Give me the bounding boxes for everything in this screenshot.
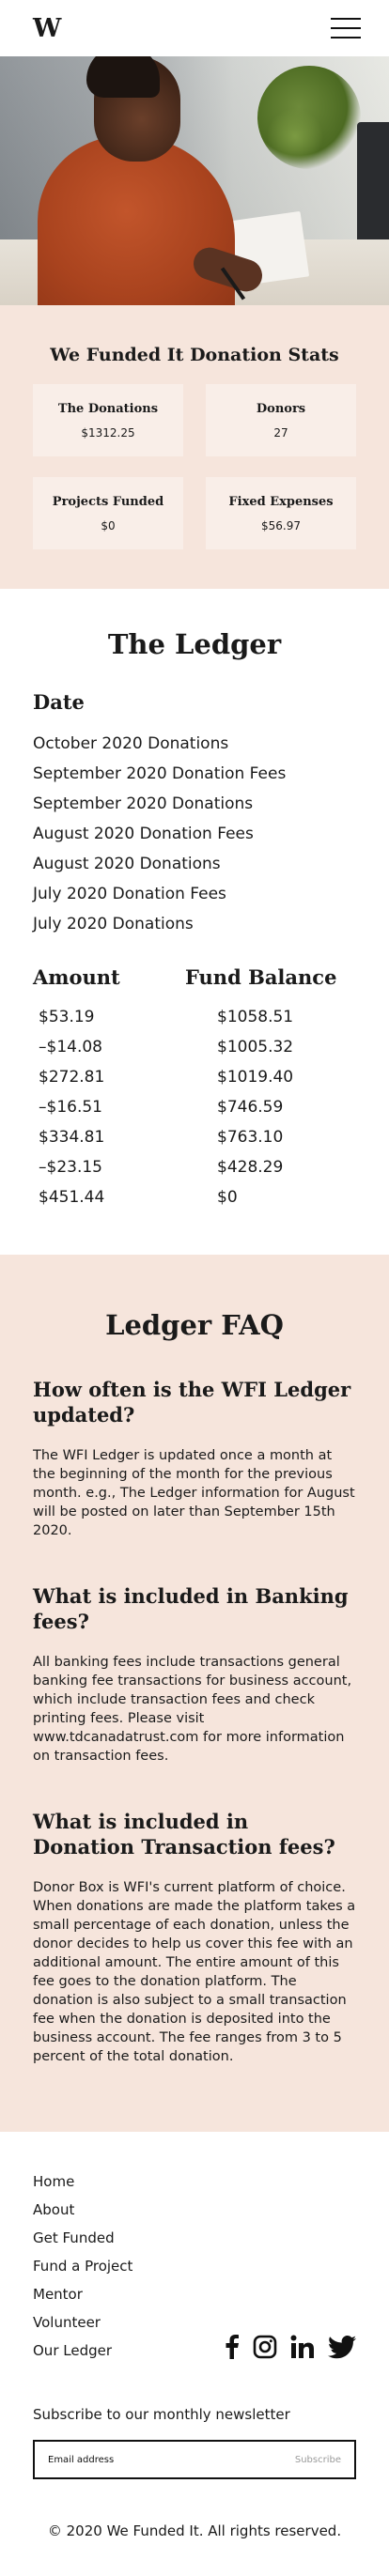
stat-label: The Donations (57, 401, 159, 416)
copyright-text: © 2020 We Funded It. All rights reserved… (47, 2522, 342, 2539)
balance-column: Fund Balance $1058.51 $1005.32 $1019.40 … (185, 965, 356, 1212)
ledger-faq-section: Ledger FAQ How often is the WFI Ledger u… (0, 1255, 389, 2132)
balance-item: $1058.51 (217, 1008, 294, 1026)
footer-link[interactable]: Volunteer (33, 2314, 101, 2331)
amount-item: $451.44 (39, 1188, 105, 1207)
facebook-icon[interactable] (223, 2335, 240, 2359)
email-input[interactable] (48, 2454, 255, 2465)
stat-value: $56.97 (261, 518, 301, 532)
balance-item: $1005.32 (217, 1038, 294, 1057)
menu-line (331, 18, 361, 20)
amount-list: $53.19 –$14.08 $272.81 –$16.51 $334.81 –… (33, 1002, 194, 1212)
amount-heading: Amount (33, 965, 120, 989)
footer-link-fund-a-project: Fund a Project (33, 2252, 132, 2280)
hero-monitor (357, 122, 389, 254)
instagram-icon[interactable] (253, 2335, 277, 2359)
faq-question: What is included in Donation Transaction… (33, 1810, 335, 1859)
site-logo[interactable]: W (33, 13, 61, 43)
faq-answer: The WFI Ledger is updated once a month a… (33, 1448, 355, 1538)
site-footer: Home About Get Funded Fund a Project Men… (0, 2132, 389, 2566)
balance-item: $763.10 (217, 1128, 284, 1147)
amount-item: $53.19 (39, 1008, 95, 1026)
footer-link[interactable]: About (33, 2201, 75, 2218)
date-item: August 2020 Donations (33, 855, 221, 873)
ledger-money-table: Amount $53.19 –$14.08 $272.81 –$16.51 $3… (33, 965, 356, 1212)
stat-card-projects-funded: Projects Funded $0 (33, 477, 183, 549)
stat-label: Fixed Expenses (228, 494, 334, 509)
footer-link[interactable]: Our Ledger (33, 2342, 113, 2359)
balance-heading: Fund Balance (185, 965, 337, 989)
stat-card-donations: The Donations $1312.25 (33, 384, 183, 456)
footer-link-our-ledger: Our Ledger (33, 2337, 132, 2365)
footer-link[interactable]: Mentor (33, 2286, 83, 2303)
faq-item: What is included in Banking fees? All ba… (33, 1583, 356, 1766)
faq-answer: Donor Box is WFI's current platform of c… (33, 1880, 356, 2064)
stat-value: $0 (101, 518, 116, 532)
linkedin-icon[interactable] (290, 2335, 315, 2359)
hamburger-menu-icon[interactable] (331, 18, 361, 39)
newsletter-form: Subscribe (33, 2440, 356, 2479)
ledger-section: The Ledger Date October 2020 Donations S… (0, 589, 389, 1255)
date-heading: Date (33, 690, 85, 714)
footer-top: Home About Get Funded Fund a Project Men… (33, 2167, 356, 2365)
footer-nav: Home About Get Funded Fund a Project Men… (33, 2167, 132, 2365)
date-item: July 2020 Donations (33, 915, 194, 933)
footer-link-about: About (33, 2196, 132, 2224)
faq-item: What is included in Donation Transaction… (33, 1809, 356, 2066)
amount-item: $334.81 (39, 1128, 105, 1147)
amount-item: –$23.15 (39, 1158, 102, 1177)
date-item: September 2020 Donations (33, 794, 254, 813)
faq-answer: All banking fees include transactions ge… (33, 1655, 352, 1764)
menu-line (331, 27, 361, 29)
amount-item: –$14.08 (39, 1038, 102, 1057)
footer-link[interactable]: Get Funded (33, 2229, 115, 2246)
stats-grid: The Donations $1312.25 Donors 27 Project… (33, 384, 356, 549)
amount-column: Amount $53.19 –$14.08 $272.81 –$16.51 $3… (33, 965, 194, 1212)
balance-item: $0 (217, 1188, 238, 1207)
stat-value: 27 (273, 425, 288, 440)
amount-item: $272.81 (39, 1068, 105, 1087)
subscribe-button[interactable]: Subscribe (294, 2454, 341, 2465)
faq-title: Ledger FAQ (105, 1309, 284, 1341)
date-item: July 2020 Donation Fees (33, 885, 226, 903)
footer-link[interactable]: Home (33, 2173, 75, 2190)
newsletter-label: Subscribe to our monthly newsletter (33, 2406, 290, 2423)
footer-link-home: Home (33, 2167, 132, 2196)
ledger-title: The Ledger (107, 628, 282, 660)
date-list: October 2020 Donations September 2020 Do… (33, 729, 356, 939)
faq-question: How often is the WFI Ledger updated? (33, 1378, 351, 1427)
date-item: September 2020 Donation Fees (33, 764, 287, 783)
menu-line (331, 37, 361, 39)
stat-label: Projects Funded (52, 494, 164, 509)
footer-link-get-funded: Get Funded (33, 2224, 132, 2252)
twitter-icon[interactable] (328, 2335, 356, 2359)
balance-list: $1058.51 $1005.32 $1019.40 $746.59 $763.… (194, 1002, 356, 1212)
stat-value: $1312.25 (81, 425, 135, 440)
date-item: August 2020 Donation Fees (33, 825, 254, 843)
hero-plant-leaves (267, 108, 323, 164)
donation-stats-section: We Funded It Donation Stats The Donation… (0, 305, 389, 589)
hero-person-hair (86, 56, 160, 98)
balance-item: $746.59 (217, 1098, 284, 1117)
date-item: October 2020 Donations (33, 734, 229, 753)
stat-card-fixed-expenses: Fixed Expenses $56.97 (206, 477, 356, 549)
stat-label: Donors (256, 401, 306, 416)
footer-link[interactable]: Fund a Project (33, 2258, 133, 2275)
stats-title: We Funded It Donation Stats (50, 345, 339, 365)
stat-card-donors: Donors 27 (206, 384, 356, 456)
faq-item: How often is the WFI Ledger updated? The… (33, 1377, 356, 1540)
balance-item: $428.29 (217, 1158, 284, 1177)
social-links (223, 2335, 356, 2359)
faq-question: What is included in Banking fees? (33, 1584, 349, 1633)
amount-item: –$16.51 (39, 1098, 102, 1117)
site-header: W (0, 0, 389, 56)
balance-item: $1019.40 (217, 1068, 294, 1087)
footer-link-mentor: Mentor (33, 2280, 132, 2308)
footer-link-volunteer: Volunteer (33, 2308, 132, 2337)
hero-image (0, 56, 389, 305)
